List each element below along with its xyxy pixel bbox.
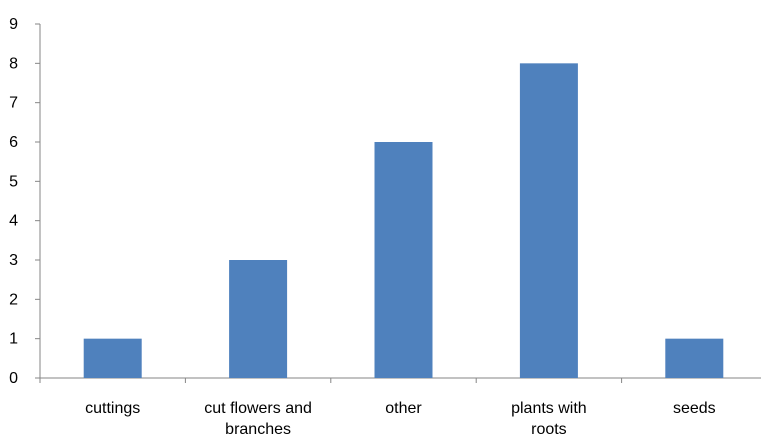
x-category-label: plants with <box>511 400 587 417</box>
y-tick-label: 4 <box>9 213 18 230</box>
x-category-label: cuttings <box>85 400 140 417</box>
y-tick-label: 5 <box>9 173 18 190</box>
x-category-label: roots <box>531 421 567 437</box>
bar-other <box>374 142 433 378</box>
category-labels: cuttings cut flowers and branches other plan… <box>85 400 716 437</box>
y-tick-label: 6 <box>9 134 18 151</box>
y-tick-label: 7 <box>9 95 18 112</box>
y-tick-label: 3 <box>9 252 18 269</box>
x-category-label: cut flowers and <box>204 400 312 417</box>
y-axis: 0 1 2 3 4 5 6 7 8 9 <box>9 16 41 387</box>
bar-cut-flowers-and-branches <box>229 260 288 378</box>
y-tick-label: 8 <box>9 55 18 72</box>
y-tick-label: 2 <box>9 291 18 308</box>
x-category-label: other <box>385 400 422 417</box>
bar-seeds <box>665 338 724 378</box>
bars <box>83 63 724 378</box>
y-tick-label: 0 <box>9 370 18 387</box>
bar-cuttings <box>83 338 142 378</box>
x-category-label: seeds <box>673 400 716 417</box>
y-tick-label: 1 <box>9 331 18 348</box>
y-tick-label: 9 <box>9 16 18 33</box>
bar-plants-with-roots <box>519 63 578 378</box>
x-category-label: branches <box>225 421 291 437</box>
x-axis <box>39 377 761 383</box>
